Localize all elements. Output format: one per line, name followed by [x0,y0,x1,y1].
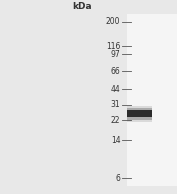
Text: 97: 97 [111,49,120,59]
Bar [127,107,152,120]
Text: 14: 14 [111,136,120,145]
Text: 31: 31 [111,100,120,109]
Text: 66: 66 [111,67,120,76]
Text: 6: 6 [115,173,120,183]
Bar [127,106,152,121]
Text: 44: 44 [111,85,120,94]
Bar [127,110,152,117]
Text: kDa: kDa [72,2,92,11]
Text: 116: 116 [106,42,120,51]
Text: 22: 22 [111,116,120,125]
Bar [127,14,177,186]
Text: 200: 200 [106,17,120,26]
